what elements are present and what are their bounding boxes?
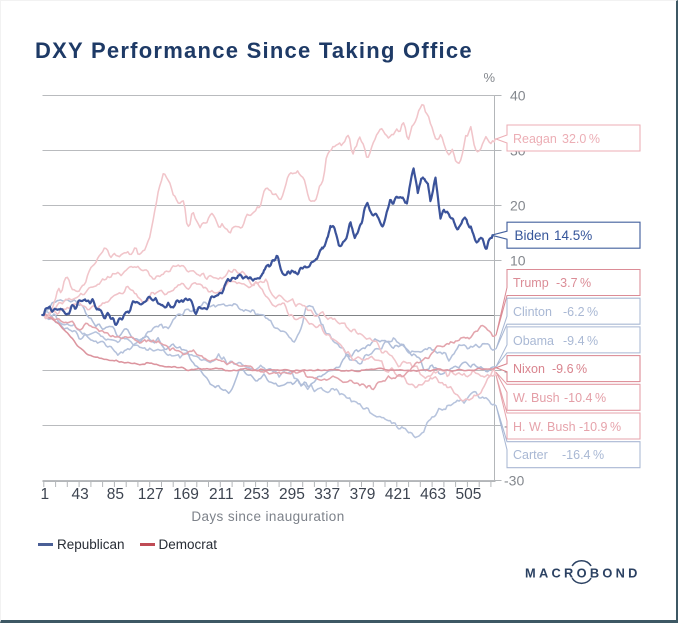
svg-text:-30: -30 xyxy=(504,473,524,489)
svg-text:10: 10 xyxy=(510,253,526,269)
svg-text:40: 40 xyxy=(510,88,526,104)
svg-text:20: 20 xyxy=(510,198,526,214)
svg-text:MACROBOND: MACROBOND xyxy=(525,565,641,580)
svg-text:%: % xyxy=(483,70,495,85)
